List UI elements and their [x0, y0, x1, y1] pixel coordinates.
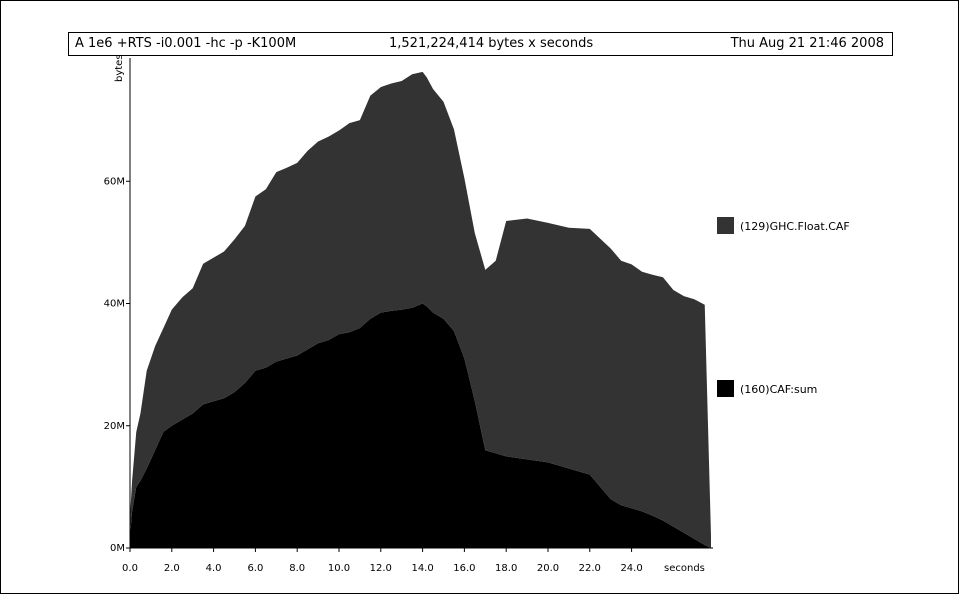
- x-tick-label: 6.0: [247, 563, 263, 574]
- x-tick-label: 12.0: [370, 563, 392, 574]
- x-tick-label: 18.0: [495, 563, 517, 574]
- y-tick-label: 60M: [104, 176, 125, 187]
- legend-swatch-caf-sum: [717, 380, 734, 397]
- x-tick-label: 14.0: [411, 563, 433, 574]
- x-tick-label: 20.0: [537, 563, 559, 574]
- chart-header: A 1e6 +RTS -i0.001 -hc -p -K100M 1,521,2…: [68, 32, 893, 56]
- x-tick-label: 10.0: [328, 563, 350, 574]
- y-tick-label: 0M: [110, 543, 125, 554]
- program-command: A 1e6 +RTS -i0.001 -hc -p -K100M: [75, 36, 297, 51]
- total-bytes-seconds: 1,521,224,414 bytes x seconds: [389, 36, 594, 51]
- run-date: Thu Aug 21 21:46 2008: [730, 36, 884, 51]
- legend-swatch-ghc-float-caf: [717, 217, 734, 234]
- x-tick-label: 22.0: [579, 563, 601, 574]
- area-160-caf-sum: [130, 303, 711, 548]
- y-tick-label: 20M: [104, 421, 125, 432]
- y-axis-ticks: 0M 20M 40M 60M: [104, 176, 130, 554]
- x-tick-label: 24.0: [620, 563, 642, 574]
- x-tick-label: 4.0: [206, 563, 222, 574]
- y-axis-label: bytes: [114, 54, 125, 82]
- x-tick-label: 0.0: [122, 563, 138, 574]
- area-129-ghc-float-caf: [130, 71, 711, 549]
- legend-label-caf-sum: (160)CAF:sum: [740, 383, 817, 396]
- legend: (129)GHC.Float.CAF (160)CAF:sum: [717, 217, 850, 397]
- x-tick-label: 2.0: [164, 563, 180, 574]
- legend-label-ghc-float-caf: (129)GHC.Float.CAF: [740, 220, 850, 233]
- stacked-areas: [130, 71, 711, 549]
- x-tick-label: 16.0: [453, 563, 475, 574]
- x-axis-ticks: 0.0 2.0 4.0 6.0 8.0 10.0 12.0 14.0 16.0 18.0 20.0 2…: [122, 548, 643, 574]
- y-tick-label: 40M: [104, 299, 125, 310]
- x-tick-label: 8.0: [289, 563, 305, 574]
- x-axis-label: seconds: [664, 563, 705, 574]
